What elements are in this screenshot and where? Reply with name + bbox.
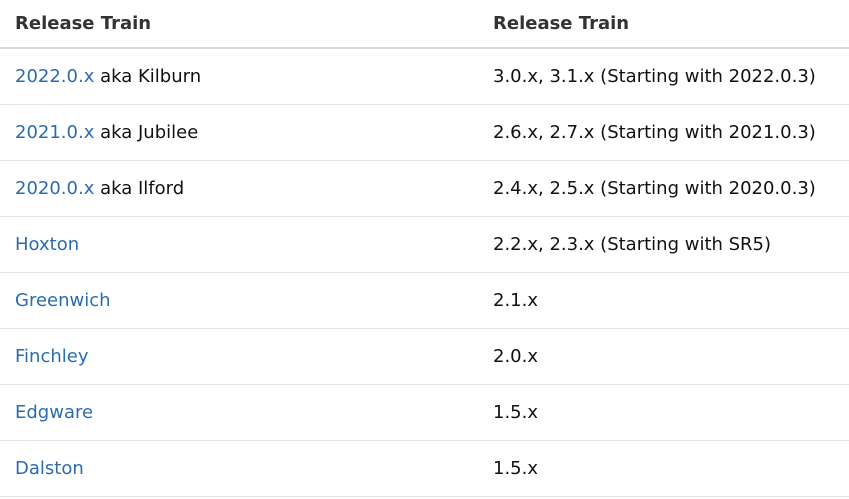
version-cell: 2.0.x (478, 328, 849, 385)
release-link[interactable]: Greenwich (15, 290, 111, 311)
column-header-release-train-boot: Release Train (478, 0, 849, 49)
release-name-cell: 2020.0.x aka Ilford (0, 160, 478, 217)
table-row: Dalston 1.5.x (0, 440, 849, 497)
release-alias: aka Kilburn (94, 66, 202, 87)
table-row: 2020.0.x aka Ilford 2.4.x, 2.5.x (Starti… (0, 160, 849, 217)
release-name-cell: 2022.0.x aka Kilburn (0, 48, 478, 105)
version-cell: 1.5.x (478, 384, 849, 441)
release-link[interactable]: Hoxton (15, 234, 80, 255)
table-row: Finchley 2.0.x (0, 328, 849, 385)
release-name-cell: Finchley (0, 328, 478, 385)
release-name-cell: Greenwich (0, 272, 478, 329)
table-row: Hoxton 2.2.x, 2.3.x (Starting with SR5) (0, 216, 849, 273)
table-row: 2021.0.x aka Jubilee 2.6.x, 2.7.x (Start… (0, 104, 849, 161)
release-link[interactable]: Dalston (15, 458, 84, 479)
release-name-cell: Hoxton (0, 216, 478, 273)
table-row: Edgware 1.5.x (0, 384, 849, 441)
release-name-cell: 2021.0.x aka Jubilee (0, 104, 478, 161)
table-row: 2022.0.x aka Kilburn 3.0.x, 3.1.x (Start… (0, 48, 849, 105)
table-header-row: Release Train Release Train (0, 0, 849, 49)
version-cell: 1.5.x (478, 440, 849, 497)
column-header-release-train-cloud: Release Train (0, 0, 478, 49)
release-link[interactable]: 2021.0.x (15, 122, 95, 143)
version-cell: 3.0.x, 3.1.x (Starting with 2022.0.3) (478, 48, 849, 105)
release-link[interactable]: 2020.0.x (15, 178, 95, 199)
release-link[interactable]: Finchley (15, 346, 89, 367)
release-link[interactable]: Edgware (15, 402, 94, 423)
table-row: Greenwich 2.1.x (0, 272, 849, 329)
release-name-cell: Dalston (0, 440, 478, 497)
release-name-cell: Edgware (0, 384, 478, 441)
version-cell: 2.1.x (478, 272, 849, 329)
version-cell: 2.4.x, 2.5.x (Starting with 2020.0.3) (478, 160, 849, 217)
version-cell: 2.6.x, 2.7.x (Starting with 2021.0.3) (478, 104, 849, 161)
release-link[interactable]: 2022.0.x (15, 66, 95, 87)
release-alias: aka Jubilee (94, 122, 199, 143)
version-cell: 2.2.x, 2.3.x (Starting with SR5) (478, 216, 849, 273)
release-alias: aka Ilford (94, 178, 185, 199)
